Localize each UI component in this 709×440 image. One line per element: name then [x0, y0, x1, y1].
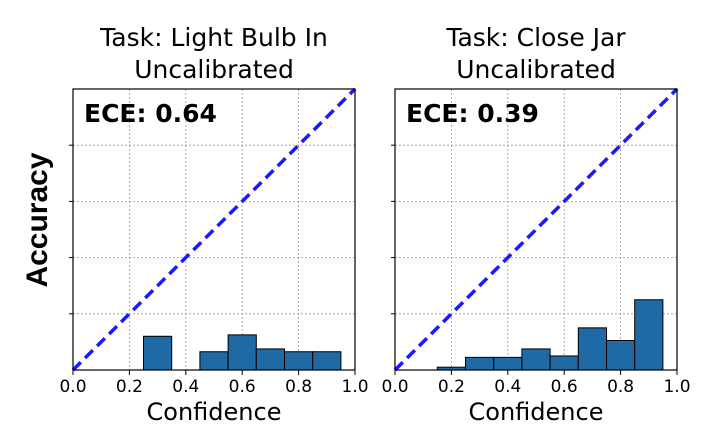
- chart-2-x-tick-label-5: 0.8: [607, 377, 634, 397]
- chart-1-x-tick-label-4: 0.6: [229, 377, 256, 397]
- chart-2-perfect-calibration-line: [393, 87, 679, 372]
- chart-1-x-tick-label-1: 0.0: [59, 377, 86, 397]
- chart-1-x-tick-label-3: 0.4: [172, 377, 199, 397]
- chart-1-x-axis-label: Confidence: [146, 398, 282, 426]
- chart-1-bar-2: [199, 351, 229, 371]
- chart-2-bar-6: [577, 327, 607, 371]
- chart-1-bar-6: [312, 351, 342, 371]
- chart-2-axes-frame: [394, 88, 678, 371]
- chart-1-x-tick-label-2: 0.2: [116, 377, 143, 397]
- chart-1-bar-3: [227, 334, 257, 371]
- chart-2-bar-5: [549, 355, 579, 371]
- chart-1-title-line2: Uncalibrated: [134, 55, 294, 84]
- chart-2-x-tick-label-6: 1.0: [663, 377, 690, 397]
- chart-2-bar-8: [634, 299, 664, 371]
- chart-1-bar-4: [255, 348, 285, 371]
- chart-1-perfect-calibration-line: [71, 87, 357, 372]
- chart-2-x-tick-label-1: 0.0: [381, 377, 408, 397]
- chart-2-bar-7: [606, 339, 636, 371]
- chart-2-title-line2: Uncalibrated: [456, 55, 616, 84]
- chart-1-group: 0.0 0.2 0.4 0.6 0.8 1.0 ECE: 0.64: [59, 87, 369, 397]
- chart-1-ece-annotation: ECE: 0.64: [84, 99, 217, 128]
- chart-2-title-line1: Task: Close Jar: [446, 23, 626, 52]
- chart-1-axes-frame: [72, 88, 356, 371]
- chart-1-x-tick-label-6: 1.0: [341, 377, 368, 397]
- chart-2-group: 0.0 0.2 0.4 0.6 0.8 1.0 ECE: 0.39: [381, 87, 691, 397]
- chart-2-x-tick-label-4: 0.6: [551, 377, 578, 397]
- chart-1-bar-5: [284, 351, 314, 371]
- chart-2-x-tick-label-3: 0.4: [494, 377, 521, 397]
- chart-2-ece-annotation: ECE: 0.39: [406, 99, 539, 128]
- chart-1-title-line1: Task: Light Bulb In: [100, 23, 328, 52]
- chart-2-bar-3: [493, 356, 523, 371]
- chart-2-bar-2: [465, 356, 495, 371]
- chart-2-x-axis-label: Confidence: [468, 398, 604, 426]
- chart-1-x-tick-label-5: 0.8: [285, 377, 312, 397]
- chart-1-bar-1: [143, 335, 173, 371]
- chart-2-x-tick-label-2: 0.2: [438, 377, 465, 397]
- chart-2-bar-4: [521, 348, 551, 371]
